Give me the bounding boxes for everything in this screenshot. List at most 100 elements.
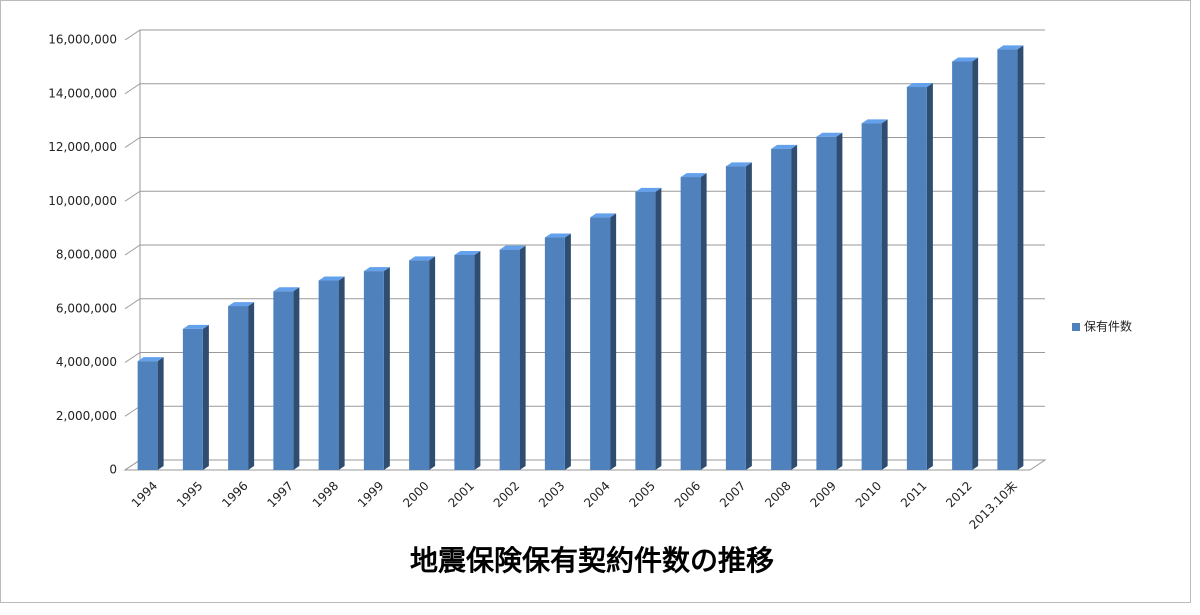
bar-top [454, 251, 481, 255]
bar [725, 162, 752, 470]
bar-front [499, 249, 520, 470]
bar-side [564, 233, 571, 470]
bar-top [363, 267, 390, 272]
bar [680, 173, 707, 470]
bar-front [952, 61, 973, 470]
bar-side [700, 173, 707, 470]
bar-side [519, 245, 526, 470]
bar-side [881, 119, 888, 470]
bar-top [997, 45, 1024, 50]
bar-top [816, 132, 843, 137]
bar-side [157, 357, 164, 470]
bar-top [499, 245, 526, 250]
bar-side [1017, 45, 1024, 470]
bar-front [409, 260, 430, 470]
bar [137, 357, 164, 470]
grid-line-side [124, 405, 141, 417]
grid-line-side [124, 244, 141, 256]
bar-top [861, 119, 888, 124]
legend-label: 保有件数 [1084, 319, 1132, 334]
bar-side [836, 132, 843, 470]
bar [906, 83, 933, 470]
bar-front [771, 148, 792, 470]
bar-front [816, 136, 837, 470]
bar [273, 287, 300, 470]
bar-front [454, 255, 475, 470]
bar-side [429, 256, 436, 470]
grid-line-side [124, 190, 141, 202]
y-tick-label: 8,000,000 [56, 248, 117, 262]
y-tick-label: 2,000,000 [56, 409, 117, 423]
bar-front [725, 166, 746, 470]
bar-side [926, 83, 933, 470]
bar-front [635, 191, 656, 470]
bar-side [655, 187, 662, 470]
grid-line-side [124, 83, 141, 95]
bar [816, 132, 843, 470]
bar-top [182, 324, 209, 329]
bar-front [861, 123, 882, 470]
bar-side [248, 302, 255, 470]
y-tick-label: 10,000,000 [48, 194, 117, 208]
bar [363, 267, 390, 470]
bar-side [383, 267, 390, 470]
y-tick-label: 0 [109, 463, 117, 477]
bar-side [791, 144, 798, 470]
bar-front [182, 328, 203, 470]
bar [952, 57, 979, 470]
grid-line-side [124, 459, 141, 471]
bar-front [228, 306, 249, 470]
bar-top [725, 162, 752, 167]
bar [454, 251, 481, 470]
y-tick-label: 16,000,000 [48, 33, 117, 47]
bar-front [906, 87, 927, 470]
bar-front [590, 217, 611, 470]
bar-top [228, 302, 255, 307]
bar-front [544, 237, 565, 470]
bar-top [273, 287, 300, 292]
bar-front [997, 49, 1018, 470]
bar-top [409, 256, 436, 261]
bar-top [680, 173, 707, 178]
bar-top [635, 187, 662, 192]
grid-line-side [124, 29, 141, 41]
bar-side [338, 276, 345, 470]
bar [409, 256, 436, 470]
bar-top [906, 83, 933, 88]
bar [635, 187, 662, 470]
bar [997, 45, 1024, 470]
bar-top [137, 357, 164, 362]
bar-side [474, 251, 481, 470]
grid-line-side [124, 298, 141, 310]
bar-side [610, 213, 617, 470]
bar-side [972, 57, 979, 470]
grid-line-side [124, 137, 141, 148]
bar [861, 119, 888, 470]
bar-front [318, 280, 339, 470]
bar-top [952, 57, 979, 62]
y-tick-label: 14,000,000 [48, 86, 117, 100]
bar-top [318, 276, 345, 281]
bar [771, 144, 798, 470]
y-tick-label: 4,000,000 [56, 355, 117, 369]
bar-top [771, 144, 798, 149]
bar-side [202, 324, 209, 470]
bar [499, 245, 526, 470]
bar-front [273, 291, 294, 470]
bar-front [137, 361, 158, 470]
grid-line-side [124, 352, 141, 363]
y-tick-label: 12,000,000 [48, 140, 117, 154]
y-tick-label: 6,000,000 [56, 301, 117, 315]
bar [182, 324, 209, 470]
bar-side [293, 287, 300, 470]
bar [544, 233, 571, 470]
chart-title: 地震保険保有契約件数の推移 [410, 544, 774, 577]
legend-swatch [1072, 323, 1080, 331]
bar-front [680, 177, 701, 470]
bar [318, 276, 345, 470]
bar-top [544, 233, 571, 238]
bar [590, 213, 617, 470]
bar-top [590, 213, 617, 218]
bar-front [363, 271, 384, 470]
